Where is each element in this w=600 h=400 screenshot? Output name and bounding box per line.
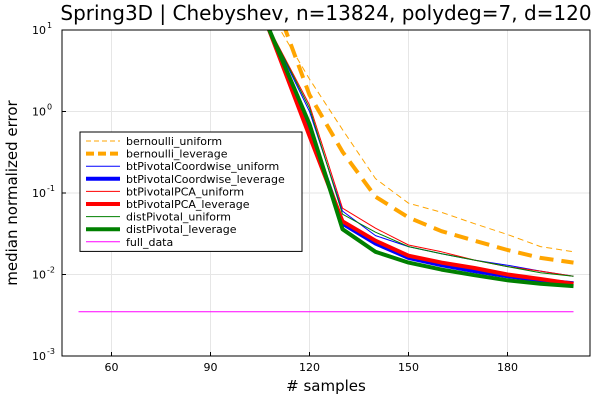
legend-entry-label: bernoulli_uniform xyxy=(126,135,222,148)
legend-entry-label: distPivotal_leverage xyxy=(126,223,237,236)
legend-entry-label: btPivotalCoordwise_leverage xyxy=(126,173,285,186)
legend: bernoulli_uniformbernoulli_leveragebtPiv… xyxy=(79,131,303,252)
x-axis-label: # samples xyxy=(286,377,366,395)
y-tick-exponent: -1 xyxy=(47,184,55,193)
x-tick-label: 90 xyxy=(204,361,218,374)
legend-entry-label: btPivotalPCA_uniform xyxy=(126,185,244,198)
legend-entry-label: distPivotal_uniform xyxy=(126,211,231,224)
y-tick-label: 10 xyxy=(32,106,46,119)
y-axis-label: median normalized error xyxy=(3,99,21,285)
y-tick-exponent: 1 xyxy=(47,21,52,30)
series-layer xyxy=(78,30,574,313)
y-tick-label: 10 xyxy=(32,350,46,363)
y-tick-label: 10 xyxy=(32,187,46,200)
series-line-bernoulli_uniform xyxy=(279,30,574,253)
series-line-btPivotalCoordwise_uniform xyxy=(269,30,574,277)
y-tick-exponent: -3 xyxy=(47,347,55,356)
series-line-bernoulli_leverage xyxy=(283,30,574,265)
legend-entry-label: btPivotalCoordwise_uniform xyxy=(126,160,279,173)
chart-title: Spring3D | Chebyshev, n=13824, polydeg=7… xyxy=(60,1,591,25)
x-tick-label: 120 xyxy=(299,361,320,374)
y-tick-label: 10 xyxy=(32,269,46,282)
series-line-distPivotal_uniform xyxy=(269,30,574,277)
series-line-btPivotalPCA_uniform xyxy=(269,30,574,277)
series-line-btPivotalCoordwise_leverage xyxy=(267,30,574,286)
series-line-distPivotal_leverage xyxy=(267,30,574,289)
series-line-btPivotalPCA_leverage xyxy=(266,30,574,286)
y-tick-label: 10 xyxy=(32,24,46,37)
legend-entry-label: btPivotalPCA_leverage xyxy=(126,198,250,211)
legend-entry-label: bernoulli_leverage xyxy=(126,148,228,161)
y-tick-exponent: 0 xyxy=(47,103,52,112)
x-tick-label: 60 xyxy=(105,361,119,374)
legend-entry-label: full_data xyxy=(126,236,173,249)
y-tick-exponent: -2 xyxy=(47,266,55,275)
x-tick-label: 150 xyxy=(398,361,419,374)
x-ticks: 60 90 120 150 180 xyxy=(105,352,518,374)
x-tick-label: 180 xyxy=(497,361,518,374)
